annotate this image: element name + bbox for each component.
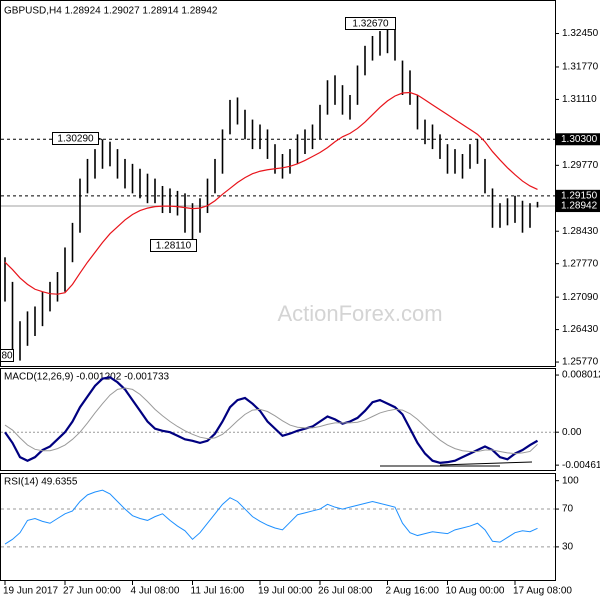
y-tick-label: 1.26430 <box>562 324 599 335</box>
y-tick-label: 1.25770 <box>562 357 599 368</box>
y-tick-label: 1.29770 <box>562 160 599 171</box>
annotation-label: 1.30290 <box>57 134 94 145</box>
x-tick-label: 19 Jul 00:00 <box>258 586 313 597</box>
y-tick-label: 1.31110 <box>562 94 597 105</box>
level-label: 1.29150 <box>561 190 598 201</box>
level-box <box>556 133 600 146</box>
annotation-label: 80 <box>1 351 13 362</box>
annotation-box <box>345 17 396 30</box>
y-tick-label: 1.31770 <box>562 62 599 73</box>
x-tick-label: 27 Jun 00:00 <box>63 586 121 597</box>
annotation-box <box>150 239 197 252</box>
y-tick-label: 1.28430 <box>562 226 599 237</box>
panel-title: RSI(14) 49.6355 <box>4 477 78 488</box>
y-tick-label: -0.004619 <box>562 460 600 471</box>
x-tick-label: 19 Jun 2017 <box>3 586 58 597</box>
trend-line <box>439 461 533 466</box>
panel-title: GBPUSD,H4 1.28924 1.29027 1.28914 1.2894… <box>4 6 218 17</box>
y-tick-label: 1.27770 <box>562 258 599 269</box>
last-price-box <box>556 200 600 213</box>
level-box <box>556 189 600 202</box>
x-tick-label: 11 Jul 16:00 <box>191 586 245 597</box>
y-tick-label: 100 <box>562 475 579 486</box>
macd-panel <box>0 368 556 471</box>
last-price-label: 1.28942 <box>561 201 598 212</box>
series-line <box>4 91 538 295</box>
annotation-box <box>52 132 99 145</box>
price-panel <box>0 0 556 367</box>
series-line <box>4 489 538 545</box>
rsi-panel <box>0 473 556 581</box>
watermark: ActionForex.com <box>277 301 442 326</box>
x-tick-label: 10 Aug 00:00 <box>446 586 505 597</box>
y-tick-label: 1.32450 <box>562 28 599 39</box>
annotation-label: 1.28110 <box>156 241 192 252</box>
x-tick-label: 17 Aug 08:00 <box>513 586 572 597</box>
annotation-label: 1.32670 <box>352 19 389 30</box>
y-tick-label: 1.27090 <box>562 292 599 303</box>
series-line <box>4 387 538 455</box>
x-tick-label: 4 Jul 08:00 <box>131 586 180 597</box>
y-tick-label: 70 <box>562 504 574 515</box>
panel-title: MACD(12,26,9) -0.001202 -0.001733 <box>4 372 170 383</box>
series-line <box>4 376 539 464</box>
x-tick-label: 26 Jul 08:00 <box>318 586 373 597</box>
y-tick-label: 30 <box>562 542 574 553</box>
x-tick-label: 2 Aug 16:00 <box>386 586 440 597</box>
annotation-box <box>0 349 14 362</box>
level-label: 1.30300 <box>561 134 598 145</box>
y-tick-label: 0.00 <box>562 427 582 438</box>
y-tick-label: 0.008012 <box>562 370 600 381</box>
